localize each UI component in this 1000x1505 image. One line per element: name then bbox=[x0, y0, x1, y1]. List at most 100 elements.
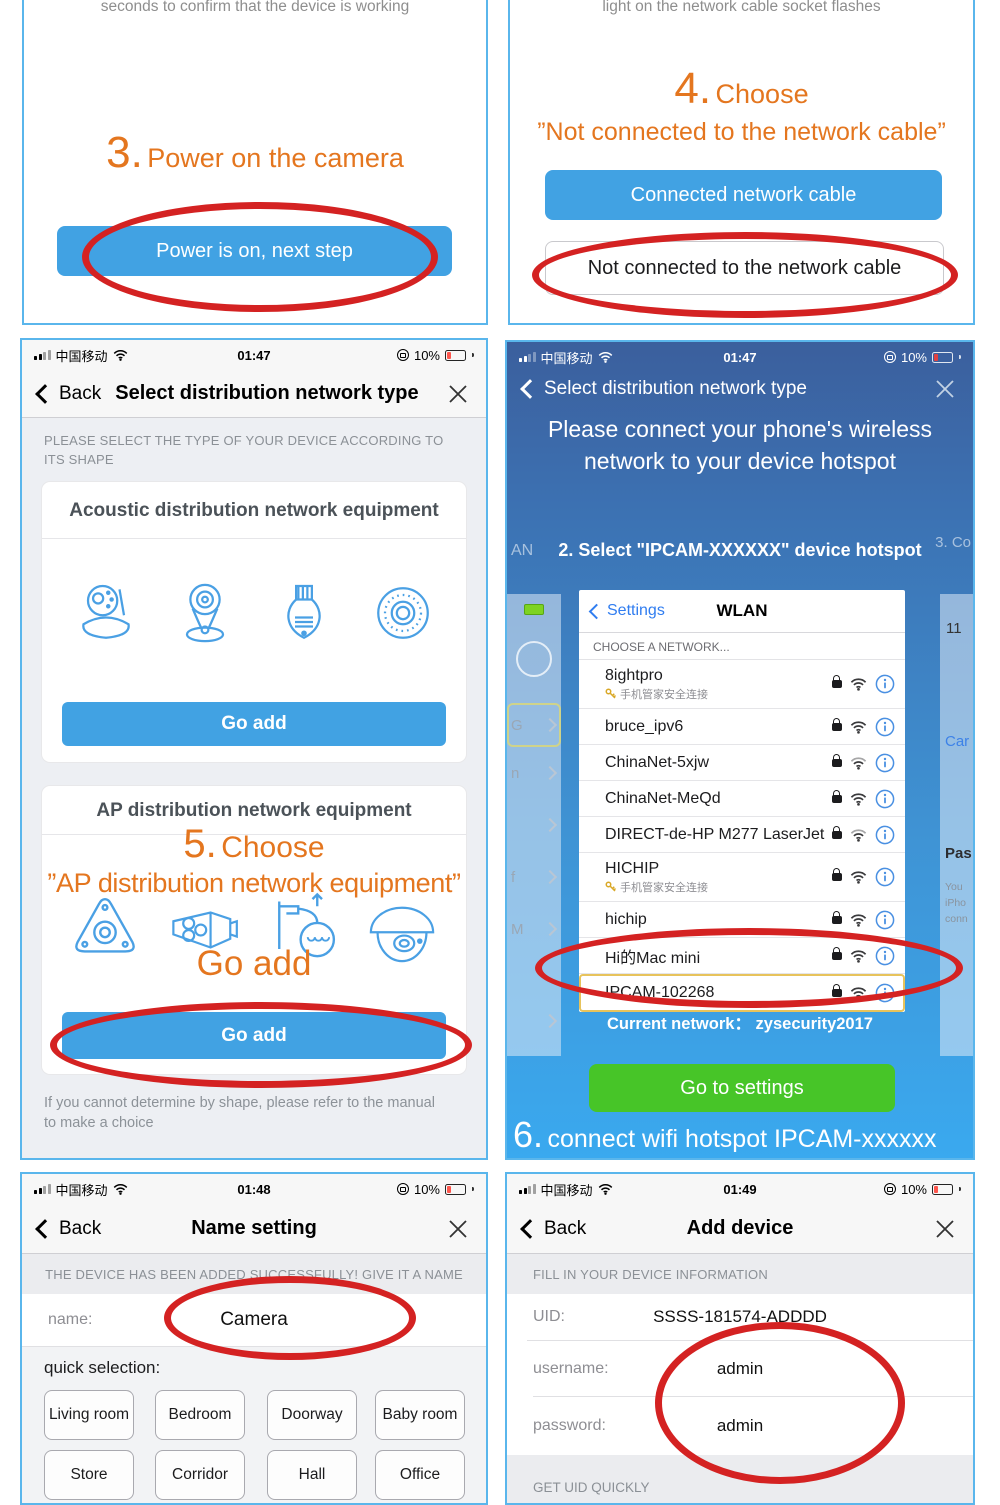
info-icon[interactable] bbox=[875, 753, 895, 773]
info-icon[interactable] bbox=[875, 825, 895, 845]
hint-text: PLEASE SELECT THE TYPE OF YOUR DEVICE AC… bbox=[44, 433, 444, 467]
info-icon[interactable] bbox=[875, 946, 895, 966]
background-screenshot-right: 11 Car Pas You iPho conn bbox=[940, 594, 973, 1056]
lock-icon bbox=[832, 825, 842, 839]
step-number: 5. bbox=[183, 822, 217, 866]
nav-bar: Back Name setting bbox=[22, 1204, 486, 1254]
battery-icon bbox=[932, 351, 953, 363]
battery-icon bbox=[445, 349, 466, 361]
uid-label: UID: bbox=[533, 1308, 565, 1325]
orientation-lock-icon bbox=[883, 1183, 896, 1195]
lock-icon bbox=[832, 675, 842, 688]
wifi-network-row[interactable]: hichip bbox=[579, 902, 905, 938]
connected-network-cable-button[interactable]: Connected network cable bbox=[545, 170, 942, 220]
signal-icon bbox=[34, 1184, 51, 1194]
quick-option-store[interactable]: Store bbox=[44, 1450, 134, 1500]
wifi-network-row[interactable]: ChinaNet-MeQd bbox=[579, 781, 905, 817]
get-uid-quickly-button[interactable]: GET UID QUICKLY bbox=[507, 1455, 973, 1503]
close-button[interactable] bbox=[446, 1217, 470, 1241]
back-chevron-icon[interactable] bbox=[35, 383, 55, 404]
current-network-value: zysecurity2017 bbox=[755, 1015, 873, 1033]
current-network-line: Current network： zysecurity2017 bbox=[507, 1010, 973, 1034]
bullet-camera-icon bbox=[171, 911, 238, 949]
orientation-lock-icon bbox=[883, 351, 896, 363]
back-chevron-icon[interactable] bbox=[520, 379, 540, 399]
step2-text: 2. Select "IPCAM-XXXXXX" device hotspot bbox=[558, 540, 922, 560]
uid-input-value[interactable]: SSSS-181574-ADDDD bbox=[653, 1307, 827, 1326]
back-button[interactable]: Back bbox=[59, 1217, 102, 1239]
ap-card: AP distribution network equipment Go add bbox=[42, 786, 466, 1074]
nav-bar: Back Select distribution network type bbox=[22, 370, 486, 418]
quick-option-living-room[interactable]: Living room bbox=[44, 1390, 134, 1440]
step-title: Power on the camera bbox=[147, 143, 404, 173]
battery-icon bbox=[932, 1183, 953, 1195]
info-icon[interactable] bbox=[875, 983, 895, 1003]
quick-option-doorway[interactable]: Doorway bbox=[267, 1390, 357, 1440]
bulb-camera-icon bbox=[286, 584, 321, 640]
back-chevron-icon[interactable] bbox=[520, 1218, 540, 1239]
nav-bar: Back Add device bbox=[507, 1204, 973, 1254]
wifi-network-row[interactable]: DIRECT-de-HP M277 LaserJet bbox=[579, 817, 905, 853]
quick-option-corridor[interactable]: Corridor bbox=[155, 1450, 245, 1500]
status-bar: 中国移动 01:47 10% bbox=[507, 342, 973, 372]
wifi-icon bbox=[850, 871, 867, 884]
key-icon bbox=[605, 688, 617, 699]
quick-option-baby-room[interactable]: Baby room bbox=[375, 1390, 465, 1440]
info-icon[interactable] bbox=[875, 674, 895, 694]
password-input-value[interactable]: admin bbox=[716, 1416, 764, 1435]
quick-option-office[interactable]: Office bbox=[375, 1450, 465, 1500]
lock-icon bbox=[832, 910, 842, 924]
lock-icon bbox=[832, 946, 842, 960]
settings-back-button[interactable]: Settings bbox=[588, 602, 665, 620]
hint-band: THE DEVICE HAS BEEN ADDED SUCCESSFULLY! … bbox=[22, 1254, 486, 1294]
wifi-icon bbox=[850, 949, 867, 963]
panoramic-camera-icon bbox=[74, 897, 135, 953]
caption-text: seconds to confirm that the device is wo… bbox=[100, 0, 410, 15]
partial-time: 11 bbox=[946, 620, 962, 637]
close-button[interactable] bbox=[446, 382, 470, 406]
status-time: 01:47 bbox=[723, 349, 757, 365]
username-input-value[interactable]: admin bbox=[716, 1358, 764, 1378]
close-button[interactable] bbox=[933, 377, 957, 401]
quick-option-hall[interactable]: Hall bbox=[267, 1450, 357, 1500]
back-button[interactable]: Back bbox=[59, 382, 102, 404]
wifi-icon bbox=[598, 352, 612, 363]
wifi-icon bbox=[850, 756, 867, 770]
wifi-network-row[interactable]: HICHIP 手机管家安全连接 bbox=[579, 853, 905, 902]
close-button[interactable] bbox=[933, 1217, 957, 1241]
info-icon[interactable] bbox=[875, 867, 895, 887]
page-title: Select distribution network type bbox=[544, 378, 807, 399]
info-icon[interactable] bbox=[875, 910, 895, 930]
back-chevron-icon[interactable] bbox=[35, 1218, 55, 1239]
acoustic-card-title: Acoustic distribution network equipment bbox=[42, 482, 466, 539]
go-to-settings-button[interactable]: Go to settings bbox=[589, 1064, 895, 1112]
wall-ptz-camera-icon bbox=[277, 892, 335, 958]
quick-selection-label: quick selection: bbox=[44, 1358, 161, 1377]
divider bbox=[533, 1396, 973, 1397]
back-button[interactable]: Back bbox=[544, 1217, 587, 1239]
quick-option-bedroom[interactable]: Bedroom bbox=[155, 1390, 245, 1440]
not-connected-network-cable-button[interactable]: Not connected to the network cable bbox=[545, 241, 944, 295]
acoustic-go-add-button[interactable]: Go add bbox=[62, 702, 446, 746]
password-label: password: bbox=[533, 1417, 606, 1434]
lock-icon bbox=[832, 753, 842, 767]
info-icon[interactable] bbox=[875, 717, 895, 737]
wifi-network-row[interactable]: bruce_ipv6 bbox=[579, 709, 905, 745]
teardrop-camera-icon bbox=[185, 583, 224, 643]
partial-label: n bbox=[511, 764, 520, 782]
wifi-network-row[interactable]: 8ightpro 手机管家安全连接 bbox=[579, 660, 905, 709]
panel-select-type: 中国移动 01:47 10% Back Select distribution … bbox=[20, 338, 488, 1160]
name-input-value[interactable]: Camera bbox=[220, 1309, 288, 1330]
info-icon[interactable] bbox=[875, 789, 895, 809]
ptz-robot-camera-icon bbox=[81, 584, 130, 639]
wifi-network-row[interactable]: ChinaNet-5xjw bbox=[579, 745, 905, 781]
power-on-next-step-button[interactable]: Power is on, next step bbox=[57, 226, 452, 276]
footer-note: If you cannot determine by shape, please… bbox=[44, 1095, 435, 1132]
wifi-network-row-ipcam[interactable]: IPCAM-102268 bbox=[579, 974, 905, 1012]
carrier-label: 中国移动 bbox=[55, 348, 108, 364]
battery-percent: 10% bbox=[413, 347, 440, 363]
ap-go-add-button[interactable]: Go add bbox=[62, 1012, 446, 1059]
wifi-network-row[interactable]: Hi的Mac mini bbox=[579, 938, 905, 974]
wifi-icon bbox=[850, 913, 867, 927]
hint-band: FILL IN YOUR DEVICE INFORMATION bbox=[507, 1254, 973, 1294]
